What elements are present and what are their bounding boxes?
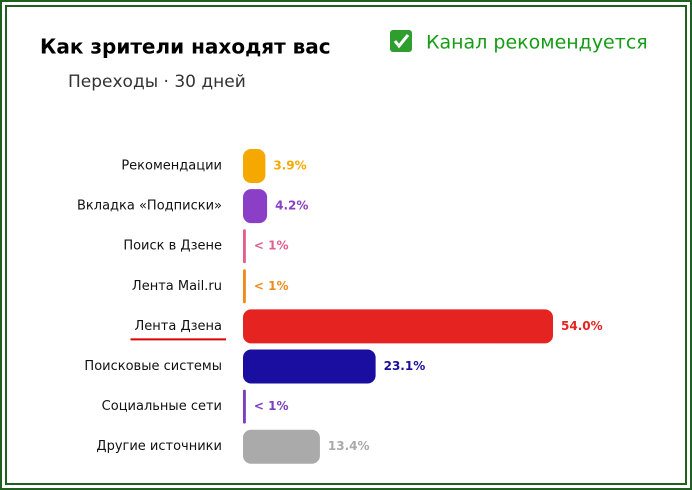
chart-subtitle: Переходы · 30 дней	[68, 72, 246, 92]
bar	[243, 309, 553, 344]
category-label: Лента Mail.ru	[132, 279, 222, 294]
bar	[243, 429, 320, 464]
value-label: < 1%	[254, 399, 289, 413]
value-label: 23.1%	[384, 359, 426, 373]
value-label: < 1%	[254, 239, 289, 253]
chart-title: Как зрители находят вас	[40, 35, 331, 59]
bar	[243, 229, 246, 264]
category-label: Вкладка «Подписки»	[77, 199, 222, 214]
value-label: 13.4%	[328, 439, 370, 453]
bar	[243, 269, 246, 304]
category-label: Рекомендации	[121, 159, 222, 174]
category-label: Лента Дзена	[135, 319, 222, 334]
annotation: Канал рекомендуется	[426, 32, 648, 54]
bar	[243, 389, 246, 424]
bar	[243, 349, 376, 384]
category-label: Поисковые системы	[84, 359, 222, 374]
category-label: Поиск в Дзене	[123, 239, 222, 254]
value-label: < 1%	[254, 279, 289, 293]
value-label: 54.0%	[561, 319, 603, 333]
bar	[243, 189, 268, 224]
value-label: 3.9%	[273, 159, 306, 173]
category-label: Социальные сети	[102, 399, 222, 414]
value-label: 4.2%	[275, 199, 308, 213]
category-label: Другие источники	[96, 439, 222, 454]
bar	[243, 149, 266, 183]
check-icon	[390, 30, 412, 52]
